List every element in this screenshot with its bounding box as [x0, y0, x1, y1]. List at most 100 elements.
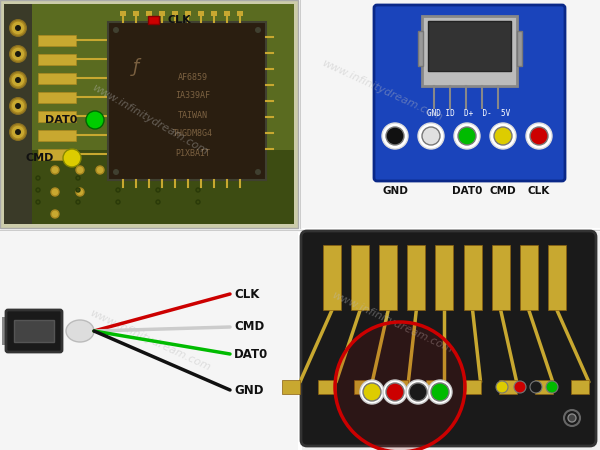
Circle shape [156, 188, 160, 192]
Text: www.infinitydream.com: www.infinitydream.com [88, 308, 212, 373]
Circle shape [15, 51, 21, 57]
Bar [133, 11, 139, 16]
Circle shape [530, 127, 548, 145]
Circle shape [11, 99, 25, 113]
Circle shape [418, 123, 444, 149]
Circle shape [11, 21, 25, 35]
Text: AF6859: AF6859 [178, 72, 208, 81]
Circle shape [382, 123, 408, 149]
Circle shape [546, 381, 558, 393]
Bar [571, 380, 589, 394]
Bar [172, 11, 178, 16]
Bar [282, 380, 300, 394]
Circle shape [530, 381, 542, 393]
Circle shape [156, 176, 160, 180]
Circle shape [36, 176, 40, 180]
FancyBboxPatch shape [374, 5, 565, 181]
Circle shape [116, 188, 120, 192]
FancyBboxPatch shape [6, 310, 62, 352]
Circle shape [116, 200, 120, 204]
Bar [491, 245, 509, 310]
Bar [38, 130, 76, 141]
Text: GND: GND [234, 383, 263, 396]
Circle shape [15, 77, 21, 83]
Text: IA339AF: IA339AF [176, 91, 211, 100]
Text: GND ID  D+  D-  5V: GND ID D+ D- 5V [427, 108, 511, 117]
Circle shape [526, 123, 552, 149]
Circle shape [386, 127, 404, 145]
Bar [379, 245, 397, 310]
Circle shape [9, 71, 27, 89]
Bar [108, 22, 266, 180]
Text: TAIWAN: TAIWAN [178, 111, 208, 120]
Bar [237, 11, 243, 16]
Circle shape [76, 176, 80, 180]
Text: CMD: CMD [26, 153, 54, 163]
Circle shape [409, 383, 427, 401]
Bar [4, 4, 32, 224]
FancyBboxPatch shape [301, 231, 596, 446]
Circle shape [360, 380, 384, 404]
Text: CLK: CLK [528, 186, 550, 196]
Circle shape [96, 166, 104, 174]
Bar [318, 380, 336, 394]
Circle shape [11, 47, 25, 61]
Circle shape [15, 129, 21, 135]
Circle shape [458, 127, 476, 145]
Text: www.infinitydream.com: www.infinitydream.com [330, 290, 454, 355]
Bar [148, 16, 159, 24]
Circle shape [113, 27, 119, 33]
Circle shape [113, 169, 119, 175]
Circle shape [76, 188, 80, 192]
Circle shape [51, 166, 59, 174]
Circle shape [9, 97, 27, 115]
Bar [427, 380, 445, 394]
Bar [38, 149, 76, 160]
Bar [224, 11, 230, 16]
Bar [535, 380, 553, 394]
Text: P1XBAIT: P1XBAIT [176, 148, 211, 157]
Circle shape [76, 166, 84, 174]
Text: CMD: CMD [490, 186, 517, 196]
Bar [422, 16, 517, 86]
Bar [14, 320, 54, 342]
Circle shape [36, 188, 40, 192]
Bar [2, 317, 8, 345]
Text: DAT0: DAT0 [234, 347, 268, 360]
Circle shape [196, 200, 200, 204]
Circle shape [15, 103, 21, 109]
Circle shape [156, 200, 160, 204]
Circle shape [63, 149, 81, 167]
Circle shape [428, 380, 452, 404]
Circle shape [564, 410, 580, 426]
Circle shape [422, 127, 440, 145]
Circle shape [9, 19, 27, 37]
Circle shape [454, 123, 480, 149]
Circle shape [76, 200, 80, 204]
Circle shape [86, 111, 104, 129]
Bar [6, 317, 9, 345]
Circle shape [514, 381, 526, 393]
Text: www.infinitydream.com: www.infinitydream.com [320, 58, 444, 122]
Bar [302, 0, 600, 228]
Circle shape [11, 125, 25, 139]
Bar [499, 380, 517, 394]
Circle shape [51, 210, 59, 218]
Text: DAT0: DAT0 [44, 115, 77, 125]
Bar [38, 111, 76, 122]
Circle shape [15, 25, 21, 31]
Bar [517, 31, 522, 66]
Bar [185, 11, 191, 16]
Text: CMD: CMD [234, 320, 264, 333]
Bar [548, 245, 566, 310]
Circle shape [406, 380, 430, 404]
Bar [38, 73, 76, 84]
Circle shape [568, 414, 576, 422]
Circle shape [255, 169, 261, 175]
Bar [520, 245, 538, 310]
Circle shape [116, 176, 120, 180]
Circle shape [496, 381, 508, 393]
Bar [302, 232, 600, 450]
Circle shape [36, 200, 40, 204]
Circle shape [255, 27, 261, 33]
